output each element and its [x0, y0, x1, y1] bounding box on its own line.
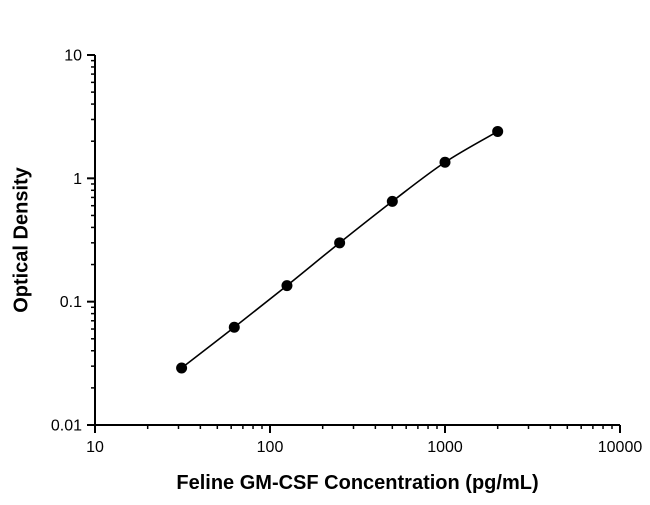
data-point [334, 237, 346, 249]
x-axis-title: Feline GM-CSF Concentration (pg/mL) [176, 472, 539, 494]
y-axis-title: Optical Density [10, 167, 33, 313]
data-point [492, 125, 504, 137]
y-tick-label: 1 [73, 171, 82, 188]
curve-line [181, 130, 499, 369]
x-tick-label: 10000 [598, 439, 643, 456]
x-tick-label: 100 [257, 439, 284, 456]
data-point [228, 321, 240, 333]
y-tick-label: 0.1 [60, 294, 82, 311]
y-tick-label: 10 [64, 48, 82, 65]
data-point [281, 280, 293, 292]
axis-spines [94, 55, 620, 426]
data-point [386, 195, 398, 207]
data-point [439, 156, 451, 168]
y-tick-label: 0.01 [51, 418, 82, 435]
x-tick-label: 1000 [427, 439, 463, 456]
x-tick-label: 10 [86, 439, 104, 456]
data-point [176, 362, 188, 374]
